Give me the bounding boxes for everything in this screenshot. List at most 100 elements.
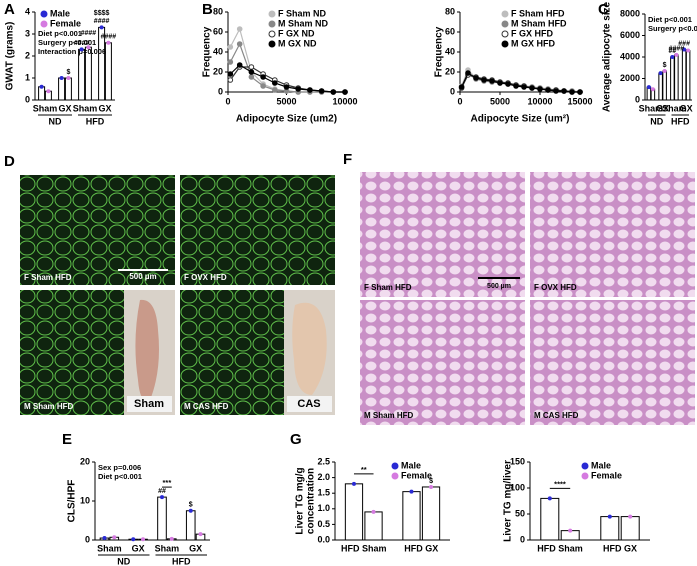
legend-marker	[391, 462, 399, 470]
tissue	[292, 302, 327, 395]
panel-label: G	[290, 431, 302, 448]
panel-label: A	[4, 1, 15, 18]
bar	[421, 486, 441, 541]
legend-label: M GX HFD	[511, 38, 555, 48]
legend-marker	[40, 20, 48, 28]
bar-dot	[568, 528, 573, 533]
significance-label: ####	[74, 40, 90, 47]
point	[577, 89, 583, 95]
inset-label-bg	[127, 396, 172, 412]
bar-dot	[169, 536, 174, 541]
y-tick-label: 40	[445, 46, 455, 56]
tissue	[135, 299, 159, 401]
y-tick-label: 10	[80, 495, 90, 505]
x-tick-label: HFD GX	[404, 543, 438, 553]
x-tick-label: Sham	[33, 103, 58, 113]
y-axis-title: Frequency	[202, 26, 213, 77]
image-label: F Sham HFD	[24, 273, 72, 282]
bar-dot	[112, 535, 117, 540]
image-label: F Sham HFD	[364, 283, 412, 292]
x-tick-label: HFD Sham	[537, 543, 583, 553]
y-tick-label: 20	[445, 66, 455, 76]
x-tick-label: Sham	[155, 543, 180, 553]
bar-dot	[66, 76, 71, 80]
legend-marker	[268, 10, 276, 18]
group-label: ND	[117, 556, 130, 566]
x-tick-label: Sham	[639, 103, 664, 113]
bar	[685, 50, 691, 101]
y-tick-label: 1.0	[317, 503, 330, 513]
significance-label: **	[361, 465, 367, 474]
group-label: HFD	[172, 556, 191, 566]
significance-label: $	[189, 502, 193, 509]
image-label: M Sham HFD	[364, 411, 414, 420]
bar-dot	[650, 87, 655, 92]
y-tick-label: 0	[520, 534, 525, 544]
y-tick-label: 2.5	[317, 456, 330, 466]
legend-label: F Sham HFD	[511, 8, 565, 18]
bar	[600, 516, 620, 541]
point	[553, 88, 559, 94]
significance-label: $	[429, 478, 433, 485]
y-axis-title: Liver TG mg/liver	[503, 460, 514, 542]
scale-label: 500 µm	[487, 283, 511, 290]
x-tick-label: HFD Sham	[341, 543, 387, 553]
y-tick-label: 0	[450, 86, 455, 96]
legend-marker	[391, 472, 399, 480]
y-tick-label: 0	[25, 94, 30, 104]
y-tick-label: 0	[85, 534, 90, 544]
point	[505, 81, 511, 87]
y-tick-label: 3	[25, 28, 30, 38]
bar-dot	[628, 514, 633, 519]
point	[236, 62, 243, 68]
point	[537, 86, 543, 92]
bar-dot	[686, 48, 691, 53]
bar-dot	[371, 509, 376, 514]
point	[272, 80, 278, 86]
group-label: ND	[49, 116, 62, 126]
micrograph	[360, 172, 525, 297]
significance-label: $$$$	[94, 10, 110, 17]
image-label: M CAS HFD	[534, 411, 579, 420]
stats-text: Diet p<0.001	[648, 15, 692, 24]
bar-dot	[670, 55, 675, 59]
x-tick-label: 10000	[332, 96, 357, 106]
bar	[662, 70, 667, 101]
x-tick-label: HFD GX	[603, 543, 637, 553]
y-tick-label: 1.5	[317, 488, 330, 498]
legend-label: Female	[50, 18, 81, 28]
y-tick-label: 80	[213, 6, 223, 16]
y-axis-title: CLS/HPF	[67, 480, 78, 523]
bar-dot	[159, 495, 164, 500]
bar	[58, 77, 66, 101]
bar-dot	[86, 45, 91, 50]
point	[248, 69, 255, 75]
inset-label: CAS	[297, 398, 320, 410]
panel-label: E	[62, 431, 72, 448]
stats-text: Diet p<0.001	[38, 29, 82, 38]
legend-marker	[501, 10, 509, 18]
image-label: M Sham HFD	[24, 402, 74, 411]
bar	[674, 54, 679, 101]
legend-marker	[268, 20, 276, 28]
panel-label: B	[202, 1, 213, 18]
point	[295, 86, 302, 92]
micrograph	[530, 172, 695, 297]
bar-dot	[106, 40, 111, 45]
point	[545, 87, 551, 93]
bar-dot	[79, 47, 84, 52]
legend-marker	[268, 30, 276, 38]
x-tick-label: 0	[225, 96, 230, 106]
bar	[157, 496, 167, 541]
x-axis-title: Adipocyte Size (um²)	[471, 114, 570, 125]
y-tick-label: 4	[25, 6, 30, 16]
point	[307, 87, 313, 93]
bar-dot	[99, 25, 104, 30]
bar-dot	[59, 76, 64, 80]
significance-label: ####	[81, 30, 97, 37]
bar	[681, 48, 687, 101]
point	[481, 77, 487, 83]
bar-dot	[662, 68, 667, 73]
legend-marker	[581, 472, 589, 480]
